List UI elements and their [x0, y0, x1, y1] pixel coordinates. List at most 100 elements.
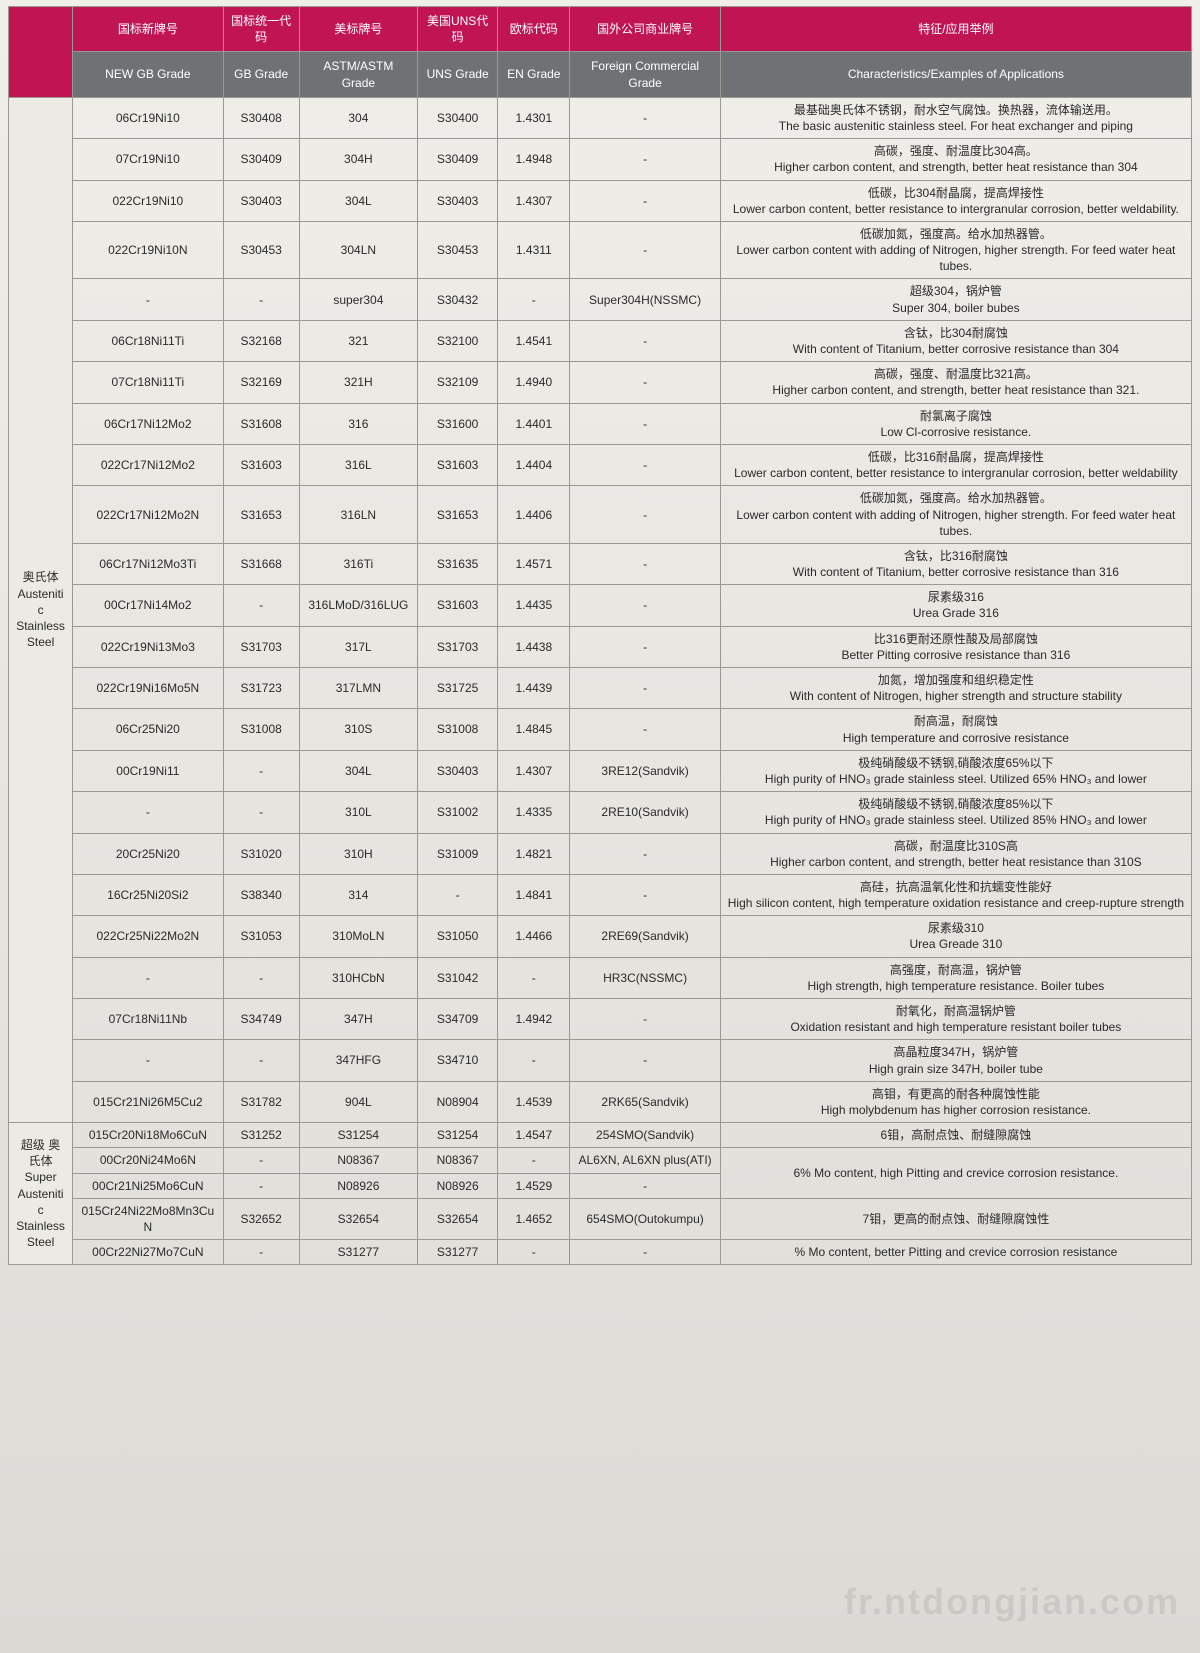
gb-grade: S31782 [223, 1081, 299, 1122]
table-row: --310LS310021.43352RE10(Sandvik)极纯硝酸级不锈钢… [9, 792, 1192, 833]
astm-grade: 316LN [299, 486, 417, 544]
table-row: 022Cr19Ni10S30403304LS304031.4307-低碳，比30… [9, 180, 1192, 221]
new-gb-grade: 06Cr17Ni12Mo3Ti [73, 543, 223, 584]
characteristics: 低碳加氮，强度高。给水加热器管。Lower carbon content wit… [720, 486, 1191, 544]
characteristics: 尿素级316Urea Grade 316 [720, 585, 1191, 626]
header-desc-cn: 特征/应用举例 [720, 7, 1191, 52]
foreign-grade: - [570, 139, 720, 180]
desc-en: High purity of HNO₃ grade stainless stee… [727, 771, 1185, 787]
desc-en: Low Cl-corrosive resistance. [727, 424, 1185, 440]
uns-grade: S34709 [418, 999, 498, 1040]
characteristics: 7钼，更高的耐点蚀、耐缝隙腐蚀性 [720, 1198, 1191, 1239]
astm-grade: 316L [299, 444, 417, 485]
en-grade: 1.4404 [498, 444, 570, 485]
table-row: 奥氏体Austenitic Stainless Steel06Cr19Ni10S… [9, 97, 1192, 138]
astm-grade: 347HFG [299, 1040, 417, 1081]
en-grade: - [498, 1240, 570, 1265]
table-header: 国标新牌号 国标统一代码 美标牌号 美国UNS代码 欧标代码 国外公司商业牌号 … [9, 7, 1192, 98]
en-grade: 1.4541 [498, 320, 570, 361]
foreign-grade: - [570, 1240, 720, 1265]
table-row: 015Cr21Ni26M5Cu2S31782904LN089041.45392R… [9, 1081, 1192, 1122]
gb-grade: S38340 [223, 874, 299, 915]
foreign-grade: - [570, 221, 720, 279]
gb-grade: - [223, 750, 299, 791]
gb-grade: S31703 [223, 626, 299, 667]
en-grade: 1.4841 [498, 874, 570, 915]
foreign-grade: - [570, 97, 720, 138]
header-en-cn: 欧标代码 [498, 7, 570, 52]
en-grade: 1.4571 [498, 543, 570, 584]
desc-cn: 耐氧化，耐高温锅炉管 [727, 1003, 1185, 1019]
gb-grade: S31008 [223, 709, 299, 750]
gb-grade: S31020 [223, 833, 299, 874]
uns-grade: S30432 [418, 279, 498, 320]
characteristics: 含钛，比304耐腐蚀With content of Titanium, bett… [720, 320, 1191, 361]
uns-grade: S30403 [418, 180, 498, 221]
foreign-grade: - [570, 585, 720, 626]
foreign-grade: - [570, 444, 720, 485]
category-label-cn: 奥氏体 [23, 570, 59, 584]
new-gb-grade: 022Cr19Ni10 [73, 180, 223, 221]
desc-cn: 低碳，比316耐晶腐，提高焊接性 [727, 449, 1185, 465]
en-grade: 1.4301 [498, 97, 570, 138]
gb-grade: - [223, 585, 299, 626]
gb-grade: S34749 [223, 999, 299, 1040]
desc-en: Urea Greade 310 [727, 936, 1185, 952]
category-label-cn: 超级 奥氏体 [21, 1138, 60, 1168]
desc-cn: 极纯硝酸级不锈钢,硝酸浓度65%以下 [727, 755, 1185, 771]
uns-grade: N08904 [418, 1081, 498, 1122]
gb-grade: - [223, 792, 299, 833]
astm-grade: 347H [299, 999, 417, 1040]
table-row: 00Cr19Ni11-304LS304031.43073RE12(Sandvik… [9, 750, 1192, 791]
gb-grade: S32652 [223, 1198, 299, 1239]
new-gb-grade: - [73, 1040, 223, 1081]
table-row: 022Cr17Ni12Mo2NS31653316LNS316531.4406-低… [9, 486, 1192, 544]
foreign-grade: Super304H(NSSMC) [570, 279, 720, 320]
gb-grade: S31653 [223, 486, 299, 544]
table-row: 06Cr17Ni12Mo3TiS31668316TiS316351.4571-含… [9, 543, 1192, 584]
uns-grade: S31635 [418, 543, 498, 584]
new-gb-grade: 022Cr17Ni12Mo2N [73, 486, 223, 544]
desc-en: With content of Titanium, better corrosi… [727, 564, 1185, 580]
gb-grade: S31668 [223, 543, 299, 584]
table-row: 00Cr22Ni27Mo7CuN-S31277S31277--% Mo cont… [9, 1240, 1192, 1265]
astm-grade: S31254 [299, 1123, 417, 1148]
gb-grade: - [223, 1240, 299, 1265]
uns-grade: S31002 [418, 792, 498, 833]
desc-en: High silicon content, high temperature o… [727, 895, 1185, 911]
gb-grade: - [223, 1040, 299, 1081]
desc-en: High strength, high temperature resistan… [727, 978, 1185, 994]
en-grade: 1.4439 [498, 668, 570, 709]
uns-grade: S30453 [418, 221, 498, 279]
en-grade: 1.4335 [498, 792, 570, 833]
uns-grade: S31050 [418, 916, 498, 957]
uns-grade: N08926 [418, 1173, 498, 1198]
desc-en: High purity of HNO₃ grade stainless stee… [727, 812, 1185, 828]
en-grade: 1.4539 [498, 1081, 570, 1122]
desc-en: Lower carbon content with adding of Nitr… [727, 507, 1185, 539]
new-gb-grade: 022Cr19Ni10N [73, 221, 223, 279]
characteristics: 低碳，比304耐晶腐，提高焊接性Lower carbon content, be… [720, 180, 1191, 221]
table-row: 07Cr18Ni11TiS32169321HS321091.4940-高碳，强度… [9, 362, 1192, 403]
category-label-en: Austenitic Stainless Steel [16, 587, 65, 650]
en-grade: - [498, 957, 570, 998]
desc-cn: 加氮，增加强度和组织稳定性 [727, 672, 1185, 688]
desc-cn: 超级304，锅炉管 [727, 283, 1185, 299]
desc-cn: 极纯硝酸级不锈钢,硝酸浓度85%以下 [727, 796, 1185, 812]
characteristics: 极纯硝酸级不锈钢,硝酸浓度85%以下High purity of HNO₃ gr… [720, 792, 1191, 833]
gb-grade: S32169 [223, 362, 299, 403]
en-grade: 1.4307 [498, 180, 570, 221]
astm-grade: N08367 [299, 1148, 417, 1173]
desc-cn: 低碳，比304耐晶腐，提高焊接性 [727, 185, 1185, 201]
header-desc-en: Characteristics/Examples of Applications [720, 52, 1191, 97]
header-foreign-cn: 国外公司商业牌号 [570, 7, 720, 52]
astm-grade: 310HCbN [299, 957, 417, 998]
en-grade: 1.4940 [498, 362, 570, 403]
table-row: 022Cr19Ni13Mo3S31703317LS317031.4438-比31… [9, 626, 1192, 667]
table-row: 022Cr19Ni10NS30453304LNS304531.4311-低碳加氮… [9, 221, 1192, 279]
characteristics: 6% Mo content, high Pitting and crevice … [720, 1148, 1191, 1198]
uns-grade: S32109 [418, 362, 498, 403]
desc-cn: 最基础奥氏体不锈钢，耐水空气腐蚀。换热器，流体输送用。 [727, 102, 1185, 118]
foreign-grade: 3RE12(Sandvik) [570, 750, 720, 791]
astm-grade: N08926 [299, 1173, 417, 1198]
